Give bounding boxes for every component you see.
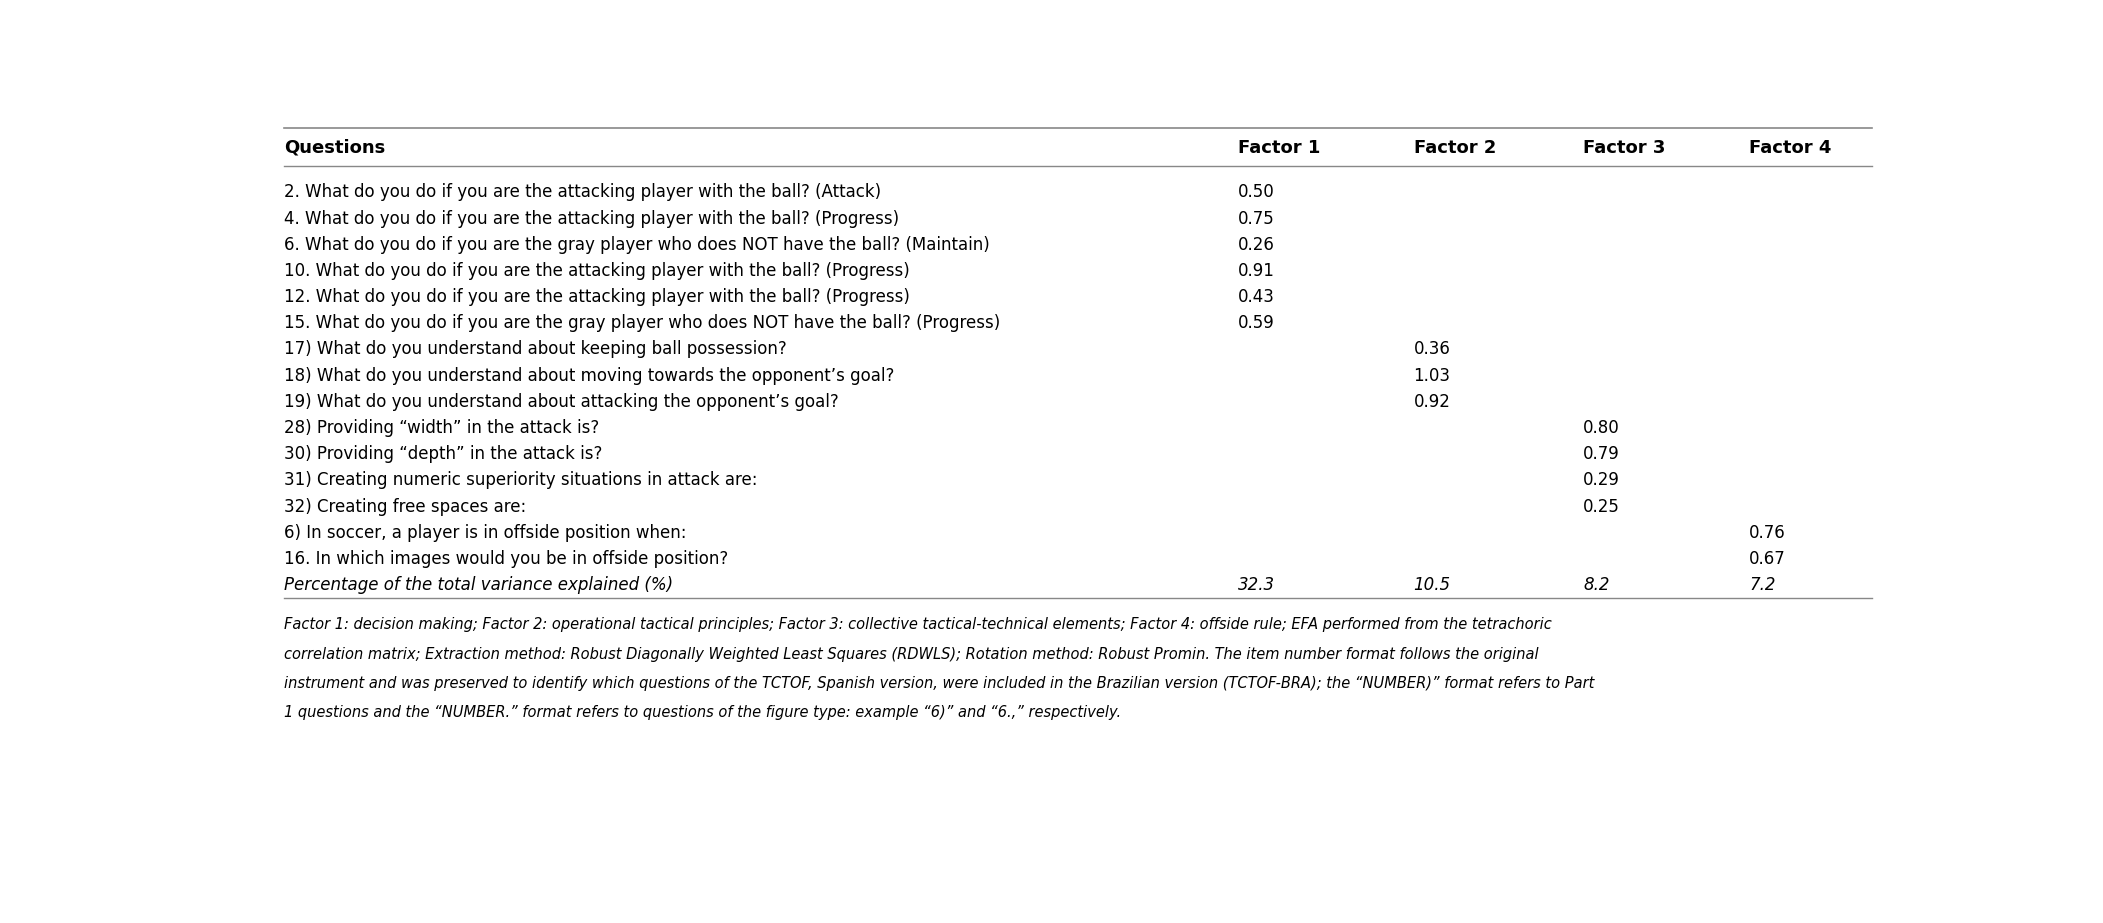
Text: 18) What do you understand about moving towards the opponent’s goal?: 18) What do you understand about moving … <box>284 366 894 385</box>
Text: 0.67: 0.67 <box>1750 550 1785 568</box>
Text: 0.26: 0.26 <box>1237 235 1274 254</box>
Text: Factor 4: Factor 4 <box>1750 138 1832 157</box>
Text: 0.29: 0.29 <box>1584 472 1619 489</box>
Text: 7.2: 7.2 <box>1750 576 1775 594</box>
Text: 0.43: 0.43 <box>1237 288 1274 306</box>
Text: 12. What do you do if you are the attacking player with the ball? (Progress): 12. What do you do if you are the attack… <box>284 288 911 306</box>
Text: 10. What do you do if you are the attacking player with the ball? (Progress): 10. What do you do if you are the attack… <box>284 262 911 280</box>
Text: 0.50: 0.50 <box>1237 184 1274 201</box>
Text: 19) What do you understand about attacking the opponent’s goal?: 19) What do you understand about attacki… <box>284 393 839 411</box>
Text: 32) Creating free spaces are:: 32) Creating free spaces are: <box>284 497 526 516</box>
Text: correlation matrix; Extraction method: Robust Diagonally Weighted Least Squares : correlation matrix; Extraction method: R… <box>284 647 1539 662</box>
Text: 32.3: 32.3 <box>1237 576 1274 594</box>
Text: 1 questions and the “NUMBER.” format refers to questions of the figure type: exa: 1 questions and the “NUMBER.” format ref… <box>284 705 1121 720</box>
Text: 16. In which images would you be in offside position?: 16. In which images would you be in offs… <box>284 550 728 568</box>
Text: 0.36: 0.36 <box>1413 341 1451 358</box>
Text: 1.03: 1.03 <box>1413 366 1451 385</box>
Text: 4. What do you do if you are the attacking player with the ball? (Progress): 4. What do you do if you are the attacki… <box>284 210 900 228</box>
Text: 0.92: 0.92 <box>1413 393 1451 411</box>
Text: 0.91: 0.91 <box>1237 262 1274 280</box>
Text: 30) Providing “depth” in the attack is?: 30) Providing “depth” in the attack is? <box>284 445 601 463</box>
Text: instrument and was preserved to identify which questions of the TCTOF, Spanish v: instrument and was preserved to identify… <box>284 676 1594 691</box>
Text: 28) Providing “width” in the attack is?: 28) Providing “width” in the attack is? <box>284 419 599 437</box>
Text: 31) Creating numeric superiority situations in attack are:: 31) Creating numeric superiority situati… <box>284 472 757 489</box>
Text: 0.59: 0.59 <box>1237 314 1274 332</box>
Text: Factor 3: Factor 3 <box>1584 138 1666 157</box>
Text: Questions: Questions <box>284 138 385 157</box>
Text: 6. What do you do if you are the gray player who does NOT have the ball? (Mainta: 6. What do you do if you are the gray pl… <box>284 235 991 254</box>
Text: 2. What do you do if you are the attacking player with the ball? (Attack): 2. What do you do if you are the attacki… <box>284 184 881 201</box>
Text: 8.2: 8.2 <box>1584 576 1609 594</box>
Text: 6) In soccer, a player is in offside position when:: 6) In soccer, a player is in offside pos… <box>284 523 686 542</box>
Text: 15. What do you do if you are the gray player who does NOT have the ball? (Progr: 15. What do you do if you are the gray p… <box>284 314 1001 332</box>
Text: 0.76: 0.76 <box>1750 523 1785 542</box>
Text: 0.80: 0.80 <box>1584 419 1619 437</box>
Text: 10.5: 10.5 <box>1413 576 1451 594</box>
Text: 17) What do you understand about keeping ball possession?: 17) What do you understand about keeping… <box>284 341 787 358</box>
Text: Factor 1: Factor 1 <box>1237 138 1321 157</box>
Text: Factor 1: decision making; Factor 2: operational tactical principles; Factor 3: : Factor 1: decision making; Factor 2: ope… <box>284 617 1552 632</box>
Text: 0.25: 0.25 <box>1584 497 1619 516</box>
Text: 0.79: 0.79 <box>1584 445 1619 463</box>
Text: Factor 2: Factor 2 <box>1413 138 1495 157</box>
Text: 0.75: 0.75 <box>1237 210 1274 228</box>
Text: Percentage of the total variance explained (%): Percentage of the total variance explain… <box>284 576 673 594</box>
